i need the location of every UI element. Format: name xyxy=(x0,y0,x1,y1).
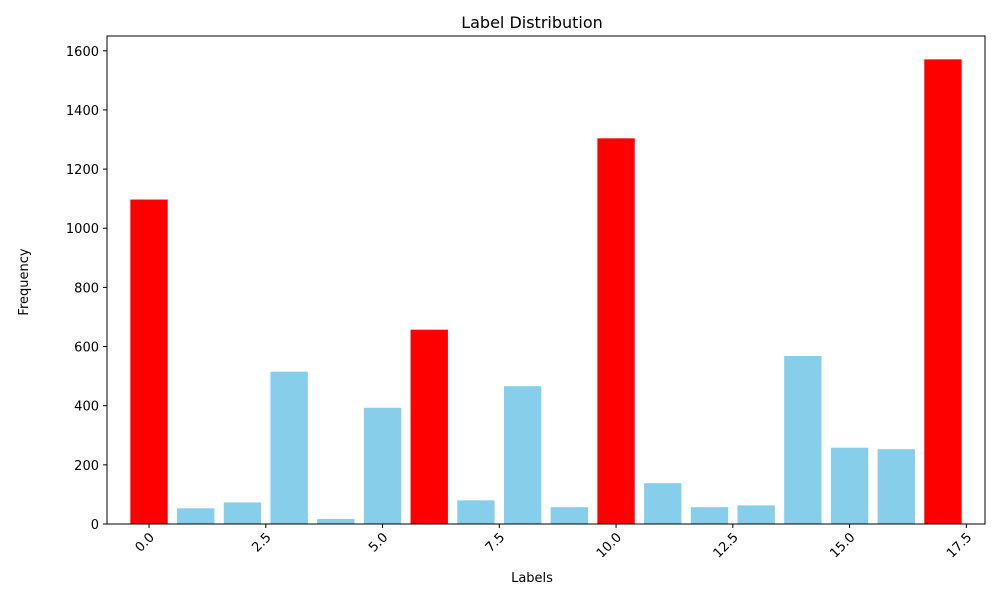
bar-label-16 xyxy=(877,449,915,524)
x-tick-label: 0.0 xyxy=(133,530,158,555)
x-tick-label: 5.0 xyxy=(366,530,391,555)
x-tick-label: 10.0 xyxy=(594,530,625,561)
x-tick-label: 2.5 xyxy=(249,530,274,555)
bar-label-0 xyxy=(130,199,168,524)
bar-label-9 xyxy=(550,507,589,524)
bar-label-6 xyxy=(410,329,448,524)
bar-label-10 xyxy=(597,138,635,524)
plot-frame xyxy=(106,35,986,525)
bar-label-15 xyxy=(830,447,869,524)
bar-label-1 xyxy=(177,508,215,524)
y-tick-label: 0 xyxy=(91,518,99,533)
bars-group xyxy=(130,59,962,525)
y-axis-ticks: 0 200 400 600 800 1000 1200 1400 1600 xyxy=(66,45,107,533)
bar-label-2 xyxy=(223,502,262,524)
chart-title: Label Distribution xyxy=(461,13,603,32)
bar-label-12 xyxy=(690,507,729,524)
x-axis-ticks: 0.0 2.5 5.0 7.5 10.0 12.5 15.0 17.5 xyxy=(133,524,975,561)
y-tick-label: 1000 xyxy=(66,222,99,237)
y-tick-label: 400 xyxy=(74,400,99,415)
bar-label-8 xyxy=(503,386,542,524)
x-tick-label: 15.0 xyxy=(827,530,858,561)
y-tick-label: 600 xyxy=(74,341,99,356)
bar-label-3 xyxy=(270,371,308,524)
bar-label-13 xyxy=(737,505,775,524)
bar-label-7 xyxy=(457,500,495,524)
x-tick-label: 12.5 xyxy=(711,530,742,561)
y-tick-label: 800 xyxy=(74,281,99,296)
y-tick-label: 200 xyxy=(74,459,99,474)
bar-label-4 xyxy=(317,518,355,524)
x-tick-label: 17.5 xyxy=(944,530,975,561)
x-axis-label: Labels xyxy=(511,571,553,586)
y-tick-label: 1600 xyxy=(66,45,99,60)
bar-label-5 xyxy=(363,407,402,524)
y-tick-label: 1200 xyxy=(66,163,99,178)
y-axis-label: Frequency xyxy=(17,248,32,315)
y-tick-label: 1400 xyxy=(66,104,99,119)
bar-label-14 xyxy=(784,356,822,524)
x-tick-label: 7.5 xyxy=(483,530,508,555)
bar-label-17 xyxy=(924,59,962,525)
bar-label-11 xyxy=(644,483,682,524)
